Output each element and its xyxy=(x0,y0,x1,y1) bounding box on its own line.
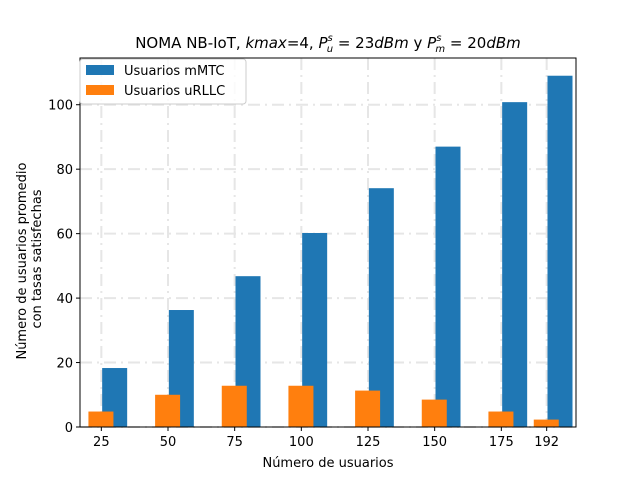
x-tick-label: 192 xyxy=(534,435,559,450)
legend-box xyxy=(79,58,247,105)
x-tick-label: 50 xyxy=(160,435,177,450)
x-tick-label: 25 xyxy=(93,435,110,450)
legend-label-mmtc: Usuarios mMTC xyxy=(124,64,224,79)
x-axis-ticks: 25 50 75 100 125 150 175 192 xyxy=(93,427,559,450)
x-tick-label: 175 xyxy=(489,435,514,450)
bar-mmtc xyxy=(368,188,394,427)
bar-urllc xyxy=(488,411,514,427)
y-tick-label: 60 xyxy=(56,228,73,243)
y-tick-label: 100 xyxy=(48,99,73,114)
y-axis-label-line-1: Número de usuarios promedio xyxy=(15,163,30,360)
bar-mmtc xyxy=(502,102,528,427)
y-tick-label: 20 xyxy=(56,357,73,372)
plot-area: 25 50 75 100 125 150 175 192 0 20 40 60 80 100 xyxy=(48,57,577,450)
bar-urllc xyxy=(88,411,114,427)
legend-swatch-urllc xyxy=(86,85,114,95)
bars-layer xyxy=(88,75,573,428)
axes-frame xyxy=(79,57,577,428)
bar-urllc xyxy=(221,385,247,427)
x-tick-label: 125 xyxy=(356,435,381,450)
legend-label-urllc: Usuarios uRLLC xyxy=(124,84,225,99)
bar-urllc xyxy=(288,385,314,427)
y-tick-label: 0 xyxy=(65,421,73,436)
bar-urllc xyxy=(355,390,381,427)
y-axis-label-line-2: con tasas satisfechas xyxy=(30,189,45,328)
legend: Usuarios mMTC Usuarios uRLLC xyxy=(79,58,247,105)
legend-swatch-mmtc xyxy=(86,65,114,75)
x-tick-label: 75 xyxy=(226,435,243,450)
y-axis-ticks: 0 20 40 60 80 100 xyxy=(48,99,80,436)
y-tick-label: 40 xyxy=(56,292,73,307)
x-axis-label: Número de usuarios xyxy=(262,456,393,471)
y-axis-label: Número de usuarios promedio con tasas sa… xyxy=(15,158,45,359)
x-tick-label: 150 xyxy=(422,435,447,450)
bar-urllc xyxy=(533,419,559,427)
bar-urllc xyxy=(421,399,447,427)
bar-urllc xyxy=(155,394,181,427)
bar-mmtc xyxy=(547,75,573,428)
y-tick-label: 80 xyxy=(56,163,73,178)
bar-mmtc xyxy=(435,146,461,427)
x-tick-label: 100 xyxy=(289,435,314,450)
chart-title: NOMA NB-IoT, kmax=4, Ps u = 23dBm y Ps m =… xyxy=(135,33,521,55)
